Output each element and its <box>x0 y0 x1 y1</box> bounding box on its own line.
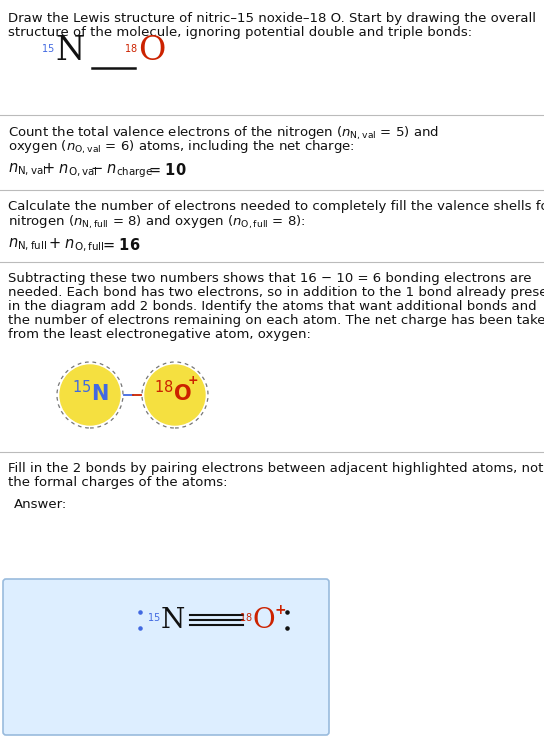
Circle shape <box>145 365 205 425</box>
Text: $n_{\mathrm{N,full}}$: $n_{\mathrm{N,full}}$ <box>8 237 47 253</box>
Text: $^{15}$: $^{15}$ <box>41 44 55 58</box>
Text: = $\mathbf{10}$: = $\mathbf{10}$ <box>148 162 187 178</box>
Text: $^{15}$: $^{15}$ <box>147 613 161 627</box>
Text: nitrogen ($n_{\mathrm{N,full}}$ = 8) and oxygen ($n_{\mathrm{O,full}}$ = 8):: nitrogen ($n_{\mathrm{N,full}}$ = 8) and… <box>8 214 306 231</box>
Text: Answer:: Answer: <box>14 498 67 511</box>
Text: $^{18}$: $^{18}$ <box>124 44 138 58</box>
Text: from the least electronegative atom, oxygen:: from the least electronegative atom, oxy… <box>8 328 311 341</box>
Text: in the diagram add 2 bonds. Identify the atoms that want additional bonds and: in the diagram add 2 bonds. Identify the… <box>8 300 536 313</box>
Text: oxygen ($n_{\mathrm{O,val}}$ = 6) atoms, including the net charge:: oxygen ($n_{\mathrm{O,val}}$ = 6) atoms,… <box>8 139 355 156</box>
Text: O: O <box>253 607 276 633</box>
Text: needed. Each bond has two electrons, so in addition to the 1 bond already presen: needed. Each bond has two electrons, so … <box>8 286 544 299</box>
Text: Fill in the 2 bonds by pairing electrons between adjacent highlighted atoms, not: Fill in the 2 bonds by pairing electrons… <box>8 462 544 475</box>
Text: Draw the Lewis structure of nitric–15 noxide–18 O. Start by drawing the overall: Draw the Lewis structure of nitric–15 no… <box>8 12 536 25</box>
Text: the formal charges of the atoms:: the formal charges of the atoms: <box>8 476 227 489</box>
Text: + $n_{\mathrm{O,val}}$: + $n_{\mathrm{O,val}}$ <box>42 162 98 179</box>
Text: $^{15}$N: $^{15}$N <box>72 380 108 406</box>
Text: Subtracting these two numbers shows that 16 − 10 = 6 bonding electrons are: Subtracting these two numbers shows that… <box>8 272 531 285</box>
Text: Count the total valence electrons of the nitrogen ($n_{\mathrm{N,val}}$ = 5) and: Count the total valence electrons of the… <box>8 125 439 142</box>
Text: Calculate the number of electrons needed to completely fill the valence shells f: Calculate the number of electrons needed… <box>8 200 544 213</box>
Text: the number of electrons remaining on each atom. The net charge has been taken: the number of electrons remaining on eac… <box>8 314 544 327</box>
Text: $^{18}$O: $^{18}$O <box>154 380 192 406</box>
Text: + $n_{\mathrm{O,full}}$: + $n_{\mathrm{O,full}}$ <box>48 237 104 255</box>
Text: N: N <box>161 607 186 633</box>
Text: +: + <box>274 603 286 617</box>
Text: N: N <box>55 35 84 67</box>
Text: +: + <box>188 374 199 388</box>
Text: = $\mathbf{16}$: = $\mathbf{16}$ <box>102 237 140 253</box>
Text: structure of the molecule, ignoring potential double and triple bonds:: structure of the molecule, ignoring pote… <box>8 26 472 39</box>
Text: O: O <box>138 35 165 67</box>
Circle shape <box>60 365 120 425</box>
Text: − $n_{\mathrm{charge}}$: − $n_{\mathrm{charge}}$ <box>90 162 153 180</box>
Text: $n_{\mathrm{N,val}}$: $n_{\mathrm{N,val}}$ <box>8 162 46 178</box>
Text: $^{18}$: $^{18}$ <box>239 613 253 627</box>
FancyBboxPatch shape <box>3 579 329 735</box>
